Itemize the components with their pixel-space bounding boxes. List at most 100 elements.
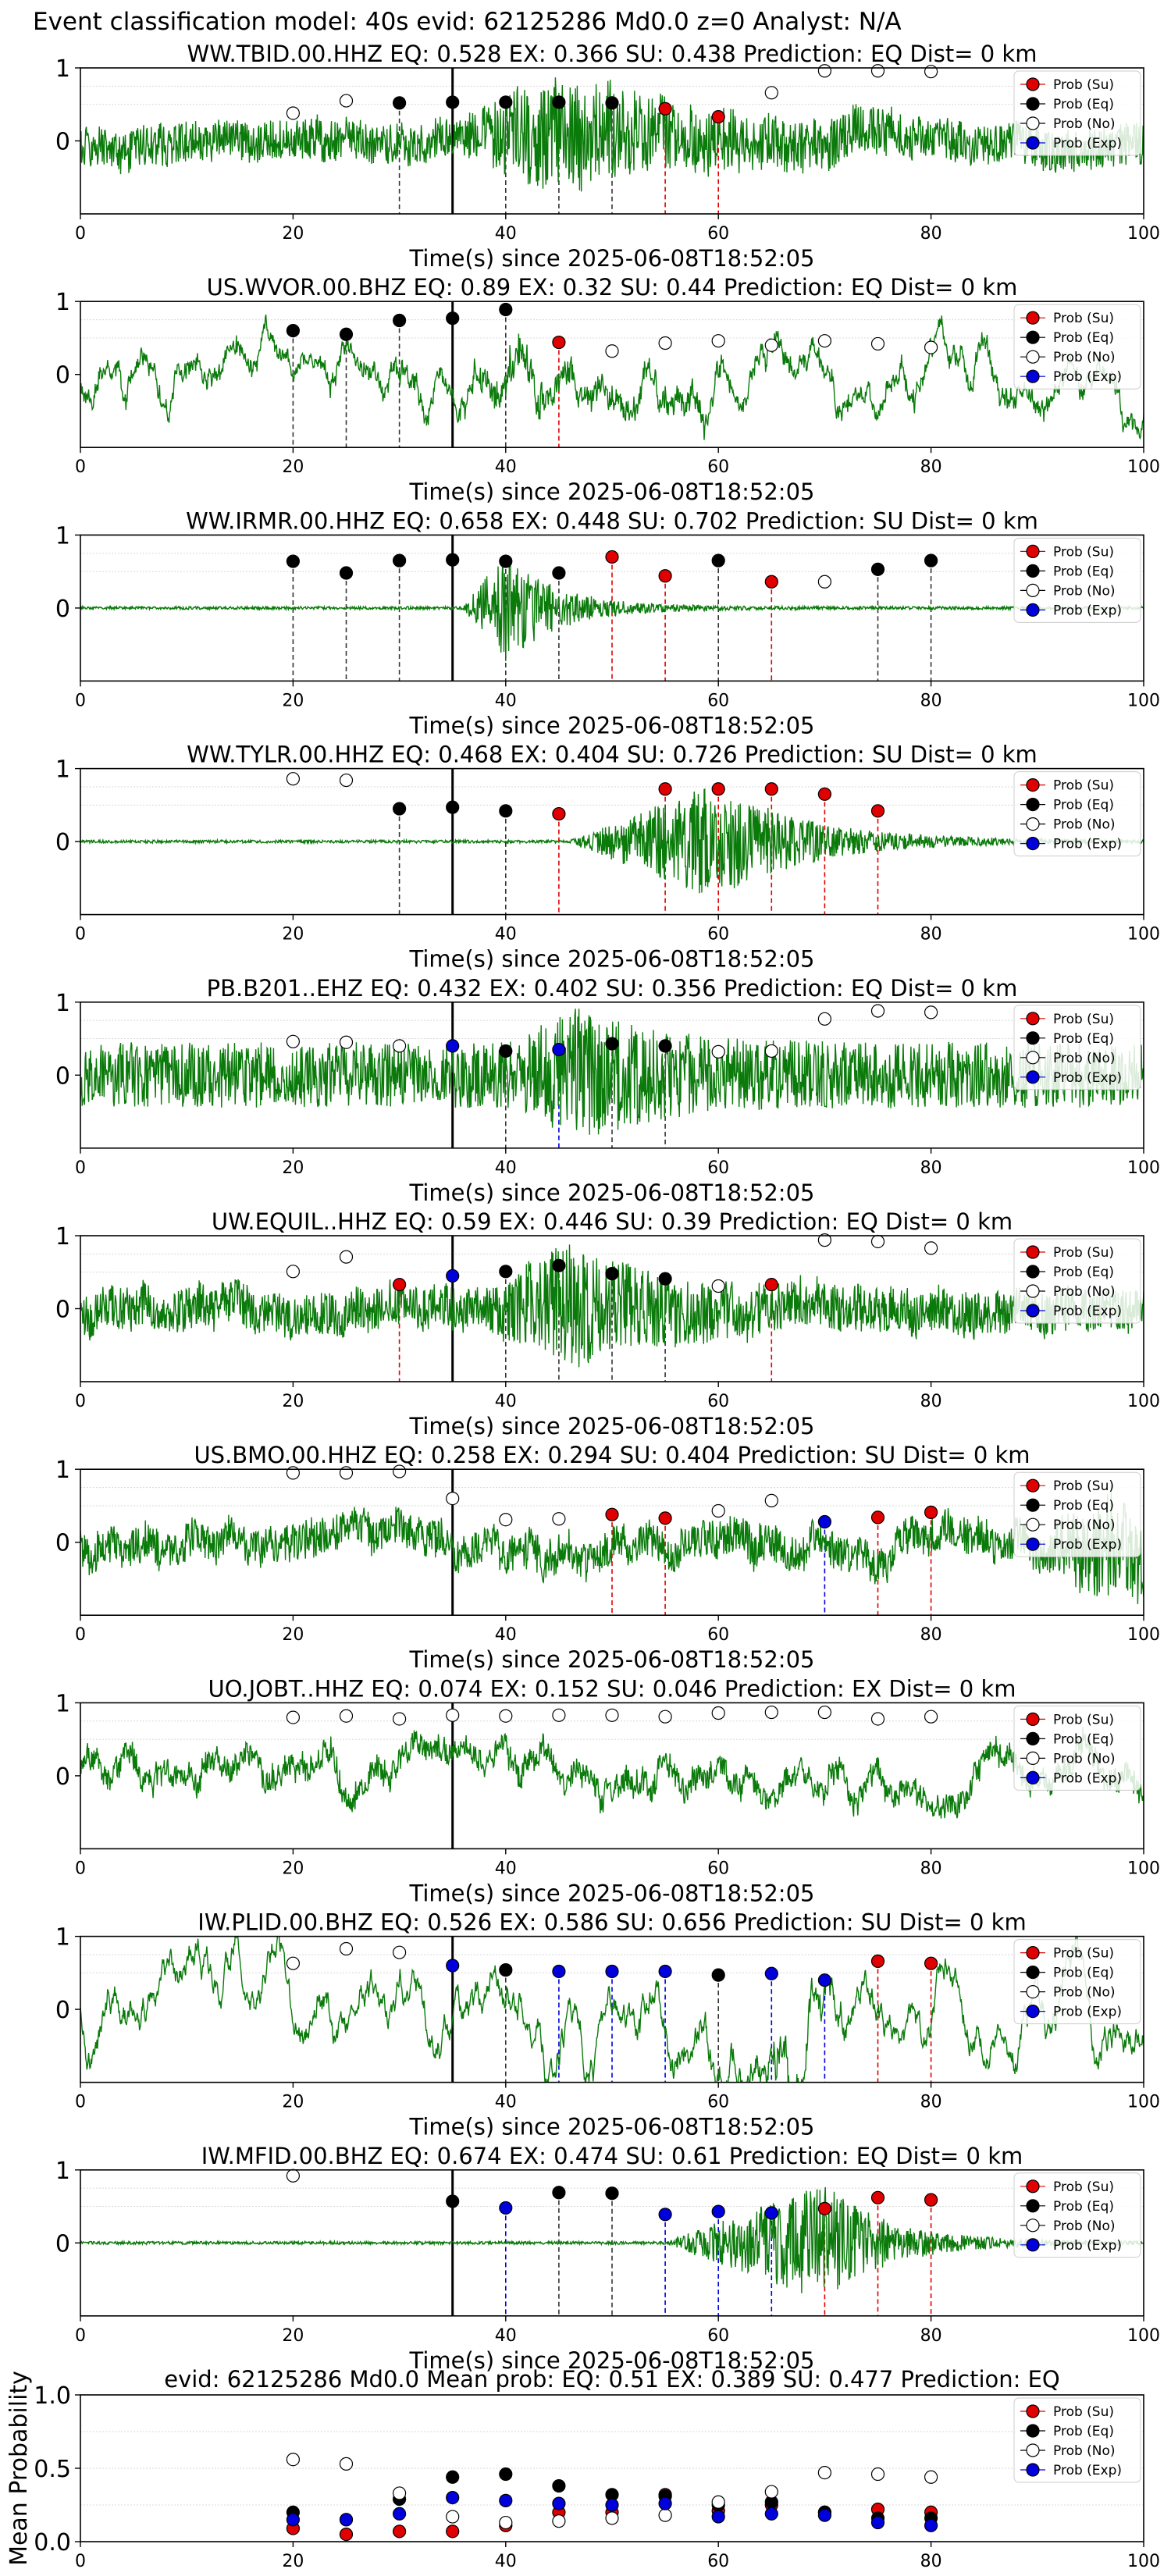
waveform-trace <box>80 1485 1144 1604</box>
x-tick-label: 0 <box>75 224 86 244</box>
mean-prob-point-exp <box>711 2510 725 2524</box>
prob-marker-su <box>870 2190 885 2204</box>
mean-prob-point-exp <box>339 2513 354 2527</box>
prob-marker-eq <box>393 553 407 568</box>
panel-title: UW.EQUIL..HHZ EQ: 0.59 EX: 0.446 SU: 0.3… <box>212 1208 1013 1235</box>
x-axis-label: Time(s) since 2025-06-08T18:52:05 <box>409 2347 815 2374</box>
mean-prob-point-exp <box>658 2496 672 2510</box>
prob-marker-no <box>446 1708 460 1722</box>
legend-label: Prob (Eq) <box>1053 1031 1114 1047</box>
prob-marker-no <box>764 86 778 100</box>
waveform-trace <box>80 1936 1144 2083</box>
prob-marker-eq <box>658 1039 672 1053</box>
prob-marker-no <box>870 336 885 351</box>
prob-marker-su <box>658 569 672 583</box>
prob-marker-eq <box>446 800 460 814</box>
prob-marker-no <box>605 344 619 358</box>
prob-marker-no <box>339 773 354 788</box>
legend-entry: Prob (Eq) <box>1020 97 1114 112</box>
legend-entry: Prob (Exp) <box>1020 369 1122 385</box>
y-axis-label: Mean Probability <box>5 2371 33 2566</box>
x-tick-label: 60 <box>707 2552 729 2571</box>
mean-panel-title: evid: 62125286 Md0.0 Mean prob: EQ: 0.51… <box>164 2366 1060 2393</box>
x-tick-label: 40 <box>495 2552 517 2571</box>
prob-marker-no <box>339 1709 354 1723</box>
y-tick-label: 1 <box>55 756 70 784</box>
prob-marker-su <box>870 1954 885 1968</box>
prob-marker-eq <box>711 1968 725 1982</box>
legend-entry: Prob (Eq) <box>1020 2199 1114 2215</box>
mean-prob-point-exp <box>817 2508 832 2522</box>
panel-title: US.BMO.00.HHZ EQ: 0.258 EX: 0.294 SU: 0.… <box>194 1442 1030 1468</box>
legend-label: Prob (Su) <box>1053 1012 1114 1027</box>
mean-prob-point-eq <box>499 2467 513 2482</box>
prob-marker-no <box>764 1044 778 1059</box>
y-tick-label: 0 <box>55 1763 70 1791</box>
prob-marker-su <box>764 575 778 589</box>
legend-label: Prob (Su) <box>1053 1712 1114 1727</box>
legend-entry: Prob (Exp) <box>1020 136 1122 151</box>
prob-marker-su <box>870 1510 885 1525</box>
prob-marker-no <box>924 65 938 79</box>
mean-prob-point-no <box>605 2511 619 2525</box>
prob-marker-exp <box>764 1966 778 1980</box>
legend-entry: Prob (No) <box>1020 1985 1116 2001</box>
waveform-trace <box>80 1009 1144 1135</box>
prob-marker-exp <box>658 2208 672 2222</box>
legend-entry: Prob (Su) <box>1020 778 1114 794</box>
x-axis-label: Time(s) since 2025-06-08T18:52:05 <box>409 1880 815 1906</box>
prob-marker-no <box>393 1712 407 1726</box>
prob-marker-no <box>499 1513 513 1527</box>
x-tick-label: 40 <box>495 691 517 710</box>
legend-marker <box>1026 1966 1040 1980</box>
prob-marker-su <box>605 1507 619 1521</box>
prob-marker-eq <box>446 311 460 326</box>
x-tick-label: 60 <box>707 224 729 244</box>
y-tick-label: 0 <box>55 2230 70 2258</box>
legend-entry: Prob (Eq) <box>1020 1966 1114 1981</box>
mean-probability-panel: 1.0 0.5 0.00 20 40 60 80 100 evid: 62125286 Md0.… <box>5 2366 1160 2571</box>
prob-marker-eq <box>658 1272 672 1286</box>
x-tick-label: 20 <box>282 457 304 477</box>
prob-marker-eq <box>924 553 938 568</box>
prob-marker-exp <box>552 1042 566 1057</box>
legend-entry: Prob (Exp) <box>1020 1770 1122 1786</box>
mean-prob-point-exp <box>446 2491 460 2505</box>
panel-title: WW.TYLR.00.HHZ EQ: 0.468 EX: 0.404 SU: 0… <box>187 742 1038 768</box>
x-tick-label: 80 <box>920 1859 942 1878</box>
mean-prob-point-no <box>764 2485 778 2499</box>
legend-entry: Prob (Eq) <box>1020 564 1114 579</box>
figure-suptitle: Event classification model: 40s evid: 62… <box>33 8 902 36</box>
legend-label: Prob (Su) <box>1053 77 1114 93</box>
x-tick-label: 100 <box>1127 1625 1160 1645</box>
x-tick-label: 80 <box>920 2552 942 2571</box>
legend-entry: Prob (Eq) <box>1020 798 1114 813</box>
legend-label: Prob (No) <box>1053 2443 1116 2459</box>
x-tick-label: 80 <box>920 925 942 945</box>
prob-marker-no <box>924 1005 938 1019</box>
legend-marker <box>1026 311 1040 325</box>
legend-label: Prob (Su) <box>1053 2404 1114 2420</box>
prob-marker-su <box>658 1511 672 1525</box>
prob-marker-eq <box>870 562 885 576</box>
prob-marker-eq <box>499 1265 513 1279</box>
x-tick-label: 100 <box>1127 1158 1160 1178</box>
prob-marker-exp <box>605 1964 619 1979</box>
legend-label: Prob (Su) <box>1053 2179 1114 2195</box>
mean-prob-point-eq <box>552 2478 566 2493</box>
waveform-trace <box>80 1244 1144 1368</box>
legend-label: Prob (No) <box>1053 817 1116 833</box>
mean-prob-point-su <box>393 2524 407 2539</box>
prob-marker-eq <box>499 95 513 109</box>
prob-marker-no <box>711 1706 725 1720</box>
prob-marker-su <box>658 782 672 796</box>
legend-marker <box>1026 2199 1040 2213</box>
panel-title: IW.PLID.00.BHZ EQ: 0.526 EX: 0.586 SU: 0… <box>198 1909 1026 1936</box>
prob-marker-eq <box>605 96 619 110</box>
legend-marker <box>1026 1498 1040 1512</box>
panel-title: WW.TBID.00.HHZ EQ: 0.528 EX: 0.366 SU: 0… <box>187 41 1038 67</box>
legend-box <box>1013 537 1141 623</box>
axes-frame <box>80 301 1144 449</box>
